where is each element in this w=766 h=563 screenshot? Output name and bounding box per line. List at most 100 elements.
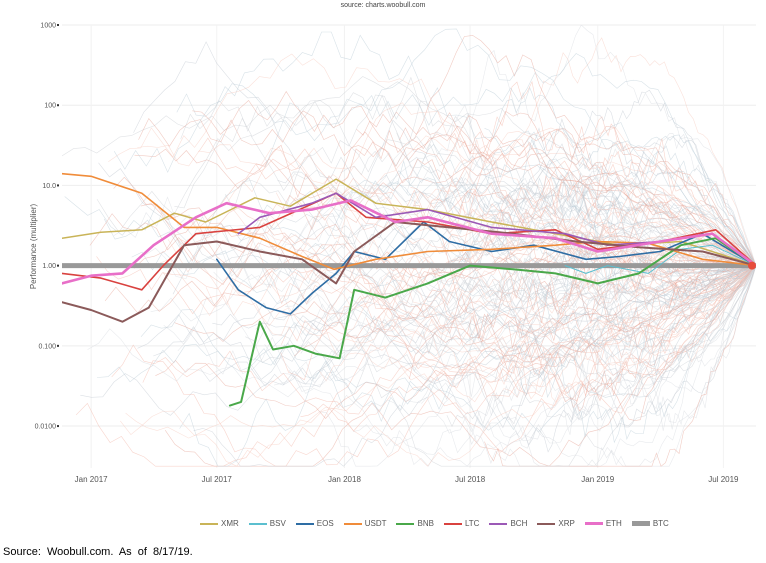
y-tick-label: 1000	[40, 23, 56, 30]
legend-label: ETH	[605, 519, 622, 528]
series-line-usdt	[62, 172, 756, 271]
background-asset-line	[422, 130, 756, 266]
y-tick-mark	[57, 24, 59, 26]
background-asset-line	[521, 148, 756, 266]
background-asset-line	[307, 177, 756, 266]
legend-label: XMR	[221, 519, 239, 528]
legend-item-ltc[interactable]: LTC	[443, 519, 480, 528]
legend-label: BSV	[269, 519, 286, 528]
legend-item-usdt[interactable]: USDT	[343, 519, 386, 528]
background-asset-line	[255, 194, 756, 336]
background-asset-lines	[62, 25, 756, 467]
background-asset-line	[245, 265, 756, 467]
y-tick-mark	[57, 184, 59, 187]
series-line-bsv	[564, 244, 756, 274]
background-asset-line	[527, 261, 756, 382]
background-asset-line	[421, 265, 756, 455]
legend-swatch	[584, 522, 603, 525]
x-tick-label: Jan 2017	[75, 475, 108, 484]
background-asset-line	[172, 223, 756, 355]
series-endpoint-marker	[748, 261, 756, 270]
background-asset-line	[524, 265, 756, 453]
legend-item-bsv[interactable]: BSV	[248, 519, 286, 528]
background-asset-line	[140, 265, 756, 405]
legend-swatch	[443, 522, 462, 525]
background-asset-line	[180, 92, 756, 266]
background-asset-line	[300, 265, 756, 432]
background-asset-line	[498, 265, 756, 381]
background-asset-line	[570, 116, 756, 266]
x-axis-ticks: Jan 2017 Jul 2017 Jan 2018 Jul 2018 Jan 2019…	[75, 475, 739, 484]
background-asset-line	[491, 206, 756, 314]
background-asset-line	[96, 135, 756, 268]
background-asset-line	[356, 111, 756, 266]
y-tick-mark	[57, 425, 59, 428]
background-asset-line	[137, 265, 756, 380]
legend-label: LTC	[464, 519, 480, 528]
legend-item-eos[interactable]: EOS	[295, 519, 334, 528]
background-asset-line	[409, 265, 756, 421]
background-asset-line	[131, 214, 756, 305]
background-asset-line	[275, 186, 756, 266]
background-asset-line	[230, 206, 756, 338]
background-asset-line	[192, 90, 756, 266]
legend-item-btc[interactable]: BTC	[631, 519, 669, 528]
legend-item-bch[interactable]: BCH	[489, 519, 527, 528]
background-asset-line	[581, 256, 756, 322]
background-asset-line	[256, 160, 756, 305]
highlighted-series	[62, 172, 756, 407]
legend-item-eth[interactable]: ETH	[584, 519, 622, 528]
background-asset-line	[280, 263, 756, 414]
legend-label: BCH	[510, 519, 528, 528]
background-asset-line	[174, 99, 756, 266]
y-tick-mark	[57, 104, 59, 107]
y-tick-label: 0.100	[38, 343, 56, 350]
background-asset-line	[484, 86, 756, 266]
legend-swatch	[343, 522, 362, 525]
legend-item-xmr[interactable]: XMR	[200, 519, 239, 528]
background-asset-line	[137, 135, 756, 266]
background-asset-line	[323, 265, 756, 397]
background-asset-line	[108, 53, 756, 266]
background-asset-line	[396, 180, 756, 266]
legend-swatch	[537, 522, 556, 525]
source-label: source: charts.woobull.com	[340, 2, 426, 9]
background-asset-line	[530, 198, 756, 286]
background-asset-line	[89, 188, 756, 286]
background-asset-line	[365, 265, 756, 388]
background-asset-line	[179, 265, 756, 467]
background-asset-line	[120, 265, 756, 467]
background-asset-line	[87, 265, 756, 398]
legend-item-bnb[interactable]: BNB	[396, 519, 434, 528]
background-asset-line	[138, 110, 756, 266]
background-asset-line	[371, 223, 756, 266]
background-asset-line	[142, 265, 756, 467]
legend-item-xrp[interactable]: XRP	[537, 519, 575, 528]
background-asset-line	[254, 265, 756, 433]
background-asset-line	[466, 37, 756, 266]
background-asset-line	[256, 35, 756, 266]
background-asset-line	[527, 89, 756, 266]
background-asset-line	[402, 205, 756, 271]
background-asset-line	[62, 76, 756, 266]
y-tick-mark	[57, 344, 59, 347]
background-asset-line	[399, 127, 756, 266]
background-asset-line	[193, 265, 756, 467]
background-asset-line	[167, 210, 756, 353]
legend-label: BNB	[417, 519, 434, 528]
background-asset-line	[478, 136, 756, 268]
x-tick-label: Jul 2018	[455, 475, 486, 484]
background-asset-line	[265, 53, 756, 266]
background-asset-line	[163, 234, 756, 392]
legend-swatch	[631, 521, 650, 526]
background-asset-line	[503, 265, 756, 370]
background-asset-line	[563, 265, 756, 435]
legend-label: XRP	[558, 519, 575, 528]
y-tick-mark	[57, 264, 59, 267]
series-line-eth	[62, 199, 756, 285]
background-asset-line	[494, 255, 756, 383]
background-asset-line	[505, 265, 756, 444]
y-axis-ticks: 1000 100 10.0 1.00 0.100 0.0100	[35, 23, 59, 431]
y-tick-label: 10.0	[42, 183, 56, 190]
legend-swatch	[248, 522, 267, 525]
